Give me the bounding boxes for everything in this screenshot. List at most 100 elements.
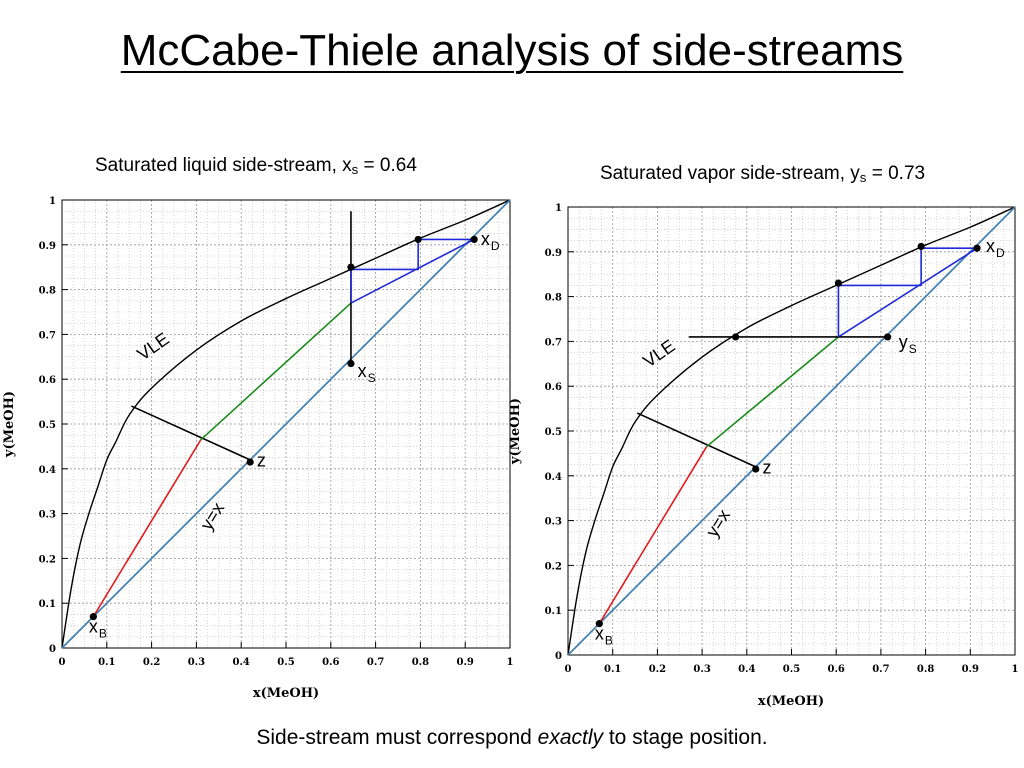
chart-1-x-tick-label: 0.1 bbox=[98, 657, 115, 668]
chart-2-feed-label: z bbox=[762, 458, 771, 478]
chart-2-y-tick-label: 0.5 bbox=[545, 427, 562, 438]
chart-2-xB-label: x bbox=[595, 623, 604, 643]
chart-2-marker-point bbox=[732, 333, 740, 341]
chart-2-x-tick-label: 0.9 bbox=[962, 664, 979, 675]
chart-2-q-line bbox=[636, 412, 757, 468]
chart-2-marker-point bbox=[595, 620, 603, 628]
chart-2-side-stream-label: y bbox=[899, 332, 908, 352]
chart-1-y-tick-label: 0 bbox=[49, 644, 56, 655]
footer-text-end: to stage position. bbox=[603, 726, 768, 749]
chart-1-y-tick-label: 0.3 bbox=[39, 510, 56, 521]
chart-2-diagonal-line bbox=[567, 206, 1016, 656]
chart-2-y-tick-label: 1 bbox=[555, 203, 562, 214]
chart-2-caption: Saturated vapor side-stream, ys = 0.73 bbox=[600, 163, 925, 185]
chart-1-marker-point bbox=[246, 458, 254, 466]
chart-2-rectifying-line bbox=[838, 247, 978, 338]
chart-1-y-tick-label: 0.2 bbox=[39, 554, 56, 565]
chart-2-x-axis-title: x(MeOH) bbox=[758, 694, 824, 709]
chart-1-marker-point bbox=[89, 613, 97, 621]
chart-1-caption-value: = 0.64 bbox=[358, 155, 417, 176]
chart-1-xD-label-sub: D bbox=[491, 239, 500, 253]
chart-2-x-tick-label: 0.1 bbox=[604, 664, 621, 675]
chart-1-stripping-line bbox=[92, 439, 202, 618]
footer-text: Side-stream must correspond bbox=[256, 726, 538, 749]
chart-2-caption-value: = 0.73 bbox=[866, 163, 926, 184]
chart-1-x-tick-label: 0.5 bbox=[277, 657, 294, 668]
chart-2-stripping-line bbox=[598, 446, 708, 625]
chart-2-xB-label-sub: B bbox=[605, 633, 613, 647]
chart-1-marker-point bbox=[414, 235, 422, 244]
chart-2-x-tick-label: 0.7 bbox=[872, 664, 889, 675]
chart-1-xB-label-sub: B bbox=[99, 626, 107, 640]
chart-1-marker-point bbox=[347, 359, 355, 368]
chart-1-x-tick-label: 0.2 bbox=[143, 657, 160, 668]
chart-1-middle-line bbox=[200, 302, 352, 441]
chart-1-q-line bbox=[131, 405, 251, 461]
chart-1-x-tick-label: 0.7 bbox=[367, 657, 384, 668]
chart-1-caption-sub: s bbox=[351, 162, 359, 177]
chart-2-xD-label-sub: D bbox=[996, 246, 1005, 260]
chart-1-x-axis-title: x(MeOH) bbox=[253, 686, 319, 701]
chart-1-xB-label: x bbox=[89, 616, 98, 636]
chart-1-side-stream-label: x bbox=[358, 361, 367, 381]
chart-2-y-axis-title: y(MeOH) bbox=[508, 398, 523, 465]
chart-2-x-tick-label: 1 bbox=[1012, 664, 1019, 675]
chart-2-y-tick-label: 0 bbox=[555, 651, 562, 662]
chart-2-diagonal-label: y=x bbox=[702, 506, 734, 541]
chart-2-caption-sub: s bbox=[859, 170, 867, 185]
chart-2-vle-curve bbox=[567, 206, 1016, 656]
chart-1-caption-text: Saturated liquid side-stream, x bbox=[95, 155, 352, 176]
chart-2-y-tick-label: 0.8 bbox=[545, 293, 562, 304]
chart-1-vle-curve bbox=[61, 199, 511, 649]
chart-2-y-tick-label: 0.6 bbox=[545, 382, 562, 393]
slide-title: McCabe-Thiele analysis of side-streams bbox=[120, 26, 904, 75]
chart-2-x-tick-label: 0.6 bbox=[827, 664, 844, 675]
chart-2-x-tick-label: 0.8 bbox=[917, 664, 934, 675]
chart-2-x-tick-label: 0.3 bbox=[693, 664, 710, 675]
chart-1-diagonal-line bbox=[61, 199, 511, 649]
chart-2-y-tick-label: 0.4 bbox=[545, 472, 562, 483]
chart-2-xD-label: x bbox=[986, 236, 995, 256]
chart-2-y-tick-label: 0.3 bbox=[545, 517, 562, 528]
chart-2-group: 00 0.1 0.1 0.2 0.2 0.3 0.3 0.4 0.4 0.5 0.5 0.6 0.6 0.… bbox=[508, 203, 1018, 709]
chart-2-side-stream-label-sub: S bbox=[909, 342, 917, 356]
chart-1-y-tick-label: 0.9 bbox=[39, 241, 56, 252]
chart-2-y-tick-label: 0.7 bbox=[545, 337, 562, 348]
chart-2-middle-line bbox=[706, 336, 839, 448]
chart-1-x-tick-label: 0.3 bbox=[188, 657, 205, 668]
chart-1-feed-label: z bbox=[257, 451, 266, 471]
chart-2-x-tick-label: 0 bbox=[565, 664, 572, 675]
chart-1-y-tick-label: 0.4 bbox=[39, 465, 56, 476]
chart-1-marker-point bbox=[470, 235, 478, 244]
chart-1-y-tick-label: 0.6 bbox=[39, 375, 56, 386]
chart-1-y-tick-label: 0.8 bbox=[39, 286, 56, 297]
chart-2-caption-text: Saturated vapor side-stream, y bbox=[600, 163, 860, 184]
chart-1-x-tick-label: 0.8 bbox=[412, 657, 429, 668]
chart-1-rectifying-line bbox=[350, 238, 475, 304]
chart-1-y-tick-label: 0.7 bbox=[39, 330, 56, 341]
chart-1-x-tick-label: 0.9 bbox=[456, 657, 473, 668]
chart-1-caption: Saturated liquid side-stream, xs = 0.64 bbox=[95, 155, 417, 177]
chart-2-marker-point bbox=[884, 333, 892, 341]
chart-2-y-tick-label: 0.2 bbox=[545, 561, 562, 572]
chart-2-x-tick-label: 0.4 bbox=[738, 664, 755, 675]
chart-2-y-tick-label: 0.9 bbox=[545, 248, 562, 259]
chart-1-x-tick-label: 0 bbox=[59, 657, 66, 668]
chart-2-x-tick-label: 0.5 bbox=[783, 664, 800, 675]
chart-2-marker-point bbox=[752, 465, 760, 473]
slide-footer: Side-stream must correspond exactly to s… bbox=[0, 726, 1024, 750]
chart-1-x-tick-label: 0.4 bbox=[232, 657, 249, 668]
chart-2-stage-steps bbox=[837, 247, 978, 337]
chart-1-marker-point bbox=[347, 263, 355, 271]
chart-1-y-tick-label: 0.1 bbox=[39, 599, 56, 610]
chart-1-side-stream-label-sub: S bbox=[368, 371, 376, 385]
chart-1-y-tick-label: 1 bbox=[49, 196, 56, 207]
chart-1-y-tick-label: 0.5 bbox=[39, 420, 56, 431]
chart-1-x-tick-label: 0.6 bbox=[322, 657, 339, 668]
chart-2-marker-point bbox=[834, 279, 843, 287]
chart-1-y-axis-title: y(MeOH) bbox=[2, 391, 17, 458]
chart-2-y-tick-label: 0.1 bbox=[545, 606, 562, 617]
chart-2-marker-point bbox=[917, 242, 925, 251]
